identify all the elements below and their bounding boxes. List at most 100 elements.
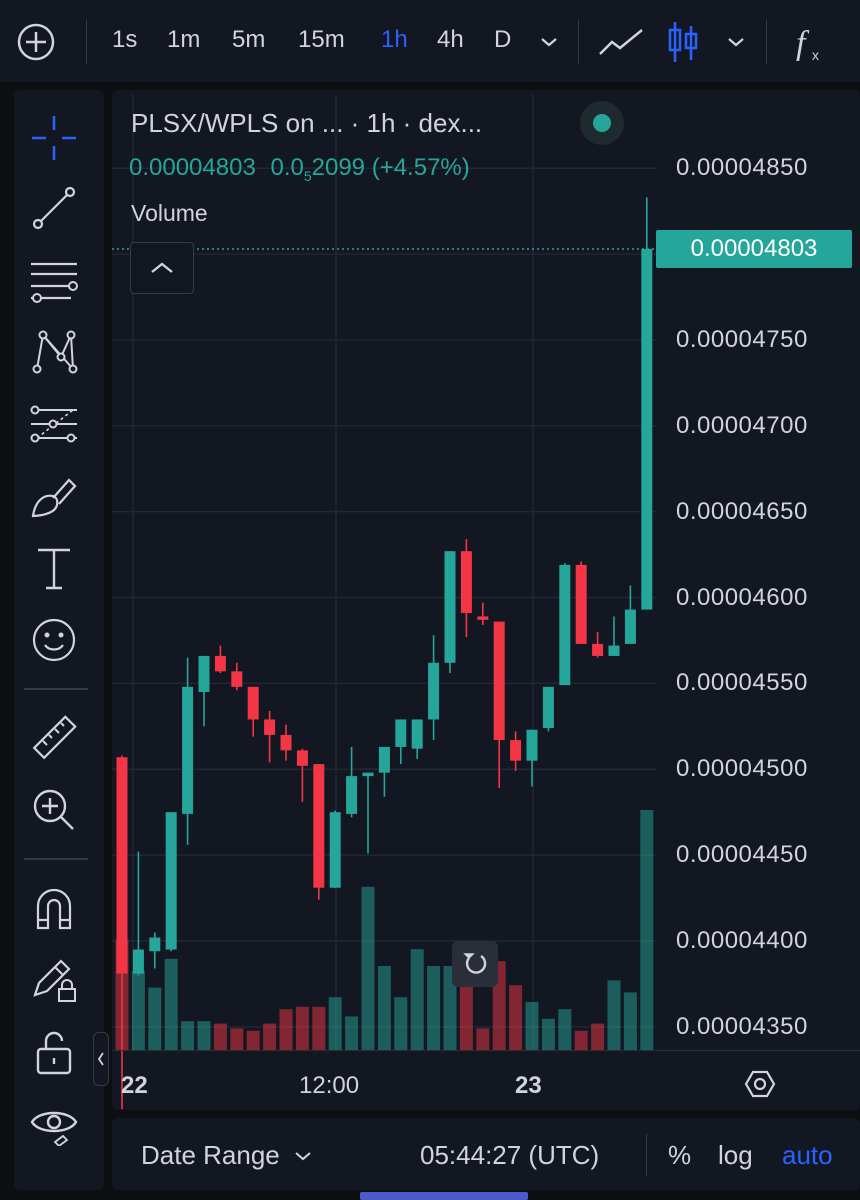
date-range-label: Date Range — [141, 1140, 280, 1170]
candle-body — [280, 734, 292, 751]
crosshair-icon[interactable] — [26, 110, 82, 166]
date-range-button[interactable]: Date Range — [141, 1140, 313, 1171]
add-icon[interactable] — [16, 22, 56, 62]
fib-icon[interactable] — [26, 252, 82, 308]
y-tick-label: 0.00004350 — [676, 1012, 808, 1040]
candle-body — [214, 655, 226, 672]
timeframe-5m[interactable]: 5m — [232, 26, 266, 53]
chevron-up-icon — [151, 262, 173, 273]
text-icon[interactable] — [26, 540, 82, 596]
volume-bar — [509, 985, 523, 1050]
chart-grid — [112, 94, 656, 1050]
candle-body — [608, 645, 620, 656]
volume-bar — [148, 987, 162, 1050]
trendline-icon[interactable] — [26, 180, 82, 236]
settings-icon[interactable] — [744, 1068, 776, 1100]
y-tick-label: 0.00004750 — [676, 325, 808, 353]
y-tick-label: 0.00004550 — [676, 669, 808, 697]
timeframe-4h[interactable]: 4h — [437, 26, 464, 53]
volume-bar — [459, 968, 473, 1050]
collapse-legend-button[interactable] — [130, 242, 194, 294]
timeframe-1m[interactable]: 1m — [167, 26, 201, 53]
last-price-tag: 0.00004803 — [656, 229, 852, 268]
volume-bar — [541, 1018, 555, 1050]
eye-icon[interactable] — [26, 1096, 82, 1152]
prediction-icon[interactable] — [26, 396, 82, 452]
pattern-icon[interactable] — [26, 324, 82, 380]
volume-bar — [525, 1002, 539, 1050]
volume-bar — [164, 958, 178, 1050]
candle-body — [329, 812, 341, 888]
volume-bar — [131, 970, 145, 1050]
volume-bar — [410, 949, 424, 1050]
percent-toggle[interactable]: % — [668, 1140, 692, 1170]
candle-body — [395, 719, 407, 747]
candle-body — [428, 662, 440, 720]
brush-icon[interactable] — [26, 468, 82, 524]
zoom-in-icon[interactable] — [26, 782, 82, 838]
candle-body — [378, 746, 390, 773]
unlock-icon[interactable] — [26, 1024, 82, 1080]
candle-body — [624, 609, 636, 644]
emoji-icon[interactable] — [26, 612, 82, 668]
status-dot-icon — [580, 101, 624, 145]
chevron-down-icon — [295, 1152, 311, 1161]
log-toggle[interactable]: log — [718, 1140, 753, 1170]
candles-icon[interactable] — [666, 20, 700, 64]
chevron-down-icon[interactable] — [538, 32, 560, 52]
candle-body — [542, 686, 554, 729]
y-tick-label: 0.00004850 — [676, 154, 808, 182]
candle-body — [510, 740, 522, 761]
candle-body — [444, 551, 456, 663]
volume-bar — [558, 1009, 572, 1050]
candle-body — [411, 719, 423, 749]
x-tick-22: 22 — [121, 1072, 148, 1099]
y-tick-label: 0.00004450 — [676, 841, 808, 869]
candle-body — [346, 776, 358, 814]
volume-label: Volume — [131, 200, 208, 226]
candle-body — [116, 757, 128, 974]
legend-values: 0.00004803 0.052099 (+4.57%) — [129, 154, 470, 184]
timeframe-1s[interactable]: 1s — [112, 26, 138, 53]
y-tick-label: 0.00004600 — [676, 583, 808, 611]
home-indicator — [360, 1192, 528, 1200]
auto-toggle[interactable]: auto — [782, 1140, 833, 1170]
volume-bar — [345, 1016, 359, 1050]
reset-chart-button[interactable] — [452, 941, 498, 987]
reset-icon — [463, 953, 487, 974]
y-tick-label: 0.00004700 — [676, 411, 808, 439]
volume-bar — [328, 997, 342, 1050]
lock-drawing-icon[interactable] — [26, 952, 82, 1008]
timeframe-15m[interactable]: 15m — [298, 26, 345, 53]
volume-bar — [181, 1021, 195, 1050]
utc-clock[interactable]: 05:44:27 (UTC) — [420, 1140, 600, 1170]
candle-body — [493, 621, 505, 741]
timeframe-d[interactable]: D — [494, 26, 512, 53]
line-chart-icon[interactable] — [598, 24, 644, 60]
candle-body — [526, 729, 538, 761]
collapse-toolbar-handle[interactable] — [93, 1032, 109, 1086]
candle-body — [231, 671, 243, 687]
magnet-icon[interactable] — [26, 880, 82, 936]
volume-bar — [312, 1006, 326, 1050]
candle-body — [165, 812, 177, 950]
candle-body — [559, 564, 571, 686]
last-price-value: 0.00004803 — [129, 154, 256, 181]
bottom-bar — [112, 1118, 860, 1190]
volume-bar — [279, 1009, 293, 1050]
candle-body — [198, 655, 210, 692]
timeframe-1h[interactable]: 1h — [381, 26, 408, 53]
svg-text:x: x — [812, 47, 819, 63]
volume-bar — [295, 1006, 309, 1050]
candle-body — [264, 719, 276, 735]
symbol-title[interactable]: PLSX/WPLS on ... · 1h · dex... — [131, 108, 483, 138]
x-tick-23: 23 — [515, 1072, 542, 1099]
candle-body — [149, 937, 161, 952]
chevron-down-icon[interactable] — [725, 32, 747, 52]
volume-bar — [213, 1023, 227, 1050]
volume-bar — [476, 1028, 490, 1050]
candlesticks — [116, 197, 653, 1110]
ruler-icon[interactable] — [26, 710, 82, 766]
candle-body — [182, 686, 194, 814]
